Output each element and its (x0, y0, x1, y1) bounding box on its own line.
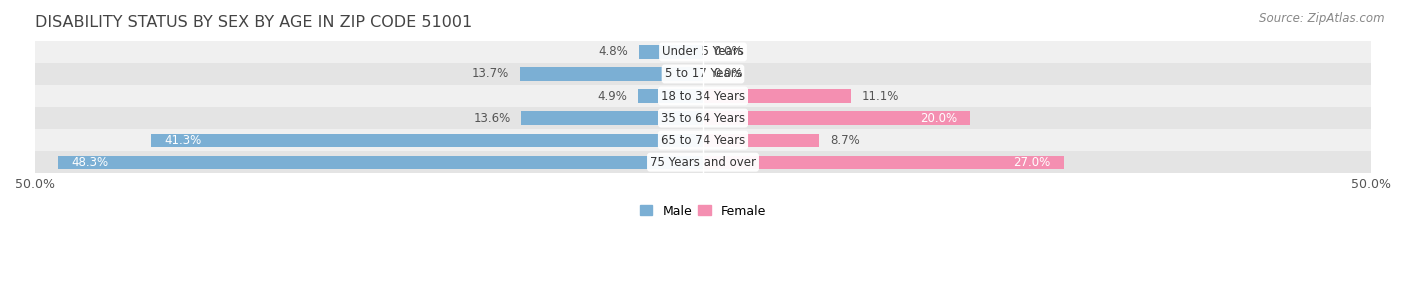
Text: Under 5 Years: Under 5 Years (662, 45, 744, 59)
Text: 48.3%: 48.3% (72, 156, 108, 169)
Bar (703, 156, 1064, 169)
Text: 0.0%: 0.0% (714, 45, 744, 59)
Text: 13.6%: 13.6% (474, 112, 510, 124)
Bar (638, 45, 703, 59)
Text: 4.9%: 4.9% (598, 90, 627, 102)
Bar (703, 134, 820, 147)
Text: 4.8%: 4.8% (599, 45, 628, 59)
Text: 0.0%: 0.0% (714, 67, 744, 81)
Text: 41.3%: 41.3% (165, 134, 202, 147)
Bar (35, 41, 1371, 63)
Bar (35, 129, 1371, 151)
Bar (703, 111, 970, 125)
Text: 65 to 74 Years: 65 to 74 Years (661, 134, 745, 147)
Bar (35, 107, 1371, 129)
Text: 18 to 34 Years: 18 to 34 Years (661, 90, 745, 102)
Legend: Male, Female: Male, Female (636, 199, 770, 223)
Bar (637, 89, 703, 103)
Text: 35 to 64 Years: 35 to 64 Years (661, 112, 745, 124)
Text: 5 to 17 Years: 5 to 17 Years (665, 67, 741, 81)
Bar (58, 156, 703, 169)
Text: Source: ZipAtlas.com: Source: ZipAtlas.com (1260, 12, 1385, 25)
Text: 13.7%: 13.7% (472, 67, 509, 81)
Text: 8.7%: 8.7% (830, 134, 859, 147)
Bar (35, 85, 1371, 107)
Bar (152, 134, 703, 147)
Text: 11.1%: 11.1% (862, 90, 900, 102)
Bar (520, 67, 703, 81)
Text: 75 Years and over: 75 Years and over (650, 156, 756, 169)
Bar (703, 89, 851, 103)
Bar (522, 111, 703, 125)
Bar (35, 151, 1371, 173)
Text: 20.0%: 20.0% (920, 112, 957, 124)
Bar (35, 63, 1371, 85)
Text: 27.0%: 27.0% (1014, 156, 1050, 169)
Text: DISABILITY STATUS BY SEX BY AGE IN ZIP CODE 51001: DISABILITY STATUS BY SEX BY AGE IN ZIP C… (35, 15, 472, 30)
